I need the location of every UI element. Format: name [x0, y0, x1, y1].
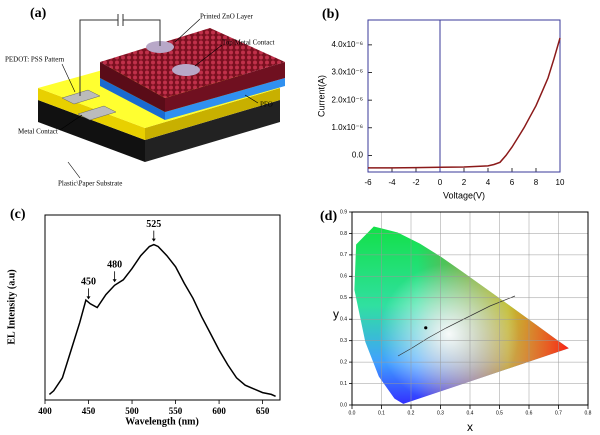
panel-label: (a): [30, 6, 47, 21]
diagram-label: Printed ZnO Layer: [200, 13, 254, 21]
panel-label: (b): [322, 7, 339, 22]
diagram-label: Metal Contact: [18, 128, 58, 136]
y-tick-label: 3.0x10⁻⁶: [331, 68, 363, 77]
y-axis-label: y: [333, 307, 339, 321]
x-tick-label: 550: [169, 406, 183, 416]
y-tick-label: 0.0: [352, 151, 364, 160]
chromaticity-diagram: [354, 226, 569, 404]
y-tick-label: 0.3: [340, 338, 347, 344]
x-tick-label: 2: [462, 178, 467, 187]
x-tick-label: -6: [364, 178, 372, 187]
x-tick-label: 600: [212, 406, 226, 416]
x-axis-label: x: [467, 420, 473, 434]
x-tick-label: 0.4: [467, 410, 474, 416]
data-line: [48, 243, 276, 397]
y-tick-label: 0.7: [340, 252, 347, 258]
annotation: 480: [107, 260, 122, 271]
x-tick-label: 0.7: [555, 410, 562, 416]
x-tick-label: 0.8: [585, 410, 592, 416]
x-tick-label: 0.1: [378, 410, 385, 416]
data-point: [424, 326, 428, 330]
x-tick-label: 4: [486, 178, 491, 187]
x-tick-label: 400: [38, 406, 52, 416]
y-axis-label: EL Intensity (a.u): [6, 269, 17, 344]
y-tick-label: 0.5: [340, 295, 347, 301]
diagram-label: PFO: [260, 101, 273, 109]
x-tick-label: 500: [125, 406, 139, 416]
y-tick-label: 0.9: [340, 209, 347, 215]
panel-label: (c): [10, 207, 26, 222]
y-tick-label: 0.4: [340, 317, 347, 323]
diagram-label: Plastic\Paper Substrate: [58, 180, 122, 188]
x-tick-label: 450: [82, 406, 96, 416]
diagram-label: PEDOT: PSS Pattern: [5, 56, 65, 64]
x-tick-label: 0.6: [526, 410, 533, 416]
annotation-arrowhead: [112, 279, 117, 283]
chart: (c) 400 450 500 550 600 650 Wavelength (nm) EL I…: [6, 207, 281, 427]
y-axis-label: Current(A): [316, 75, 326, 117]
diagram-label: Top Metal Contact: [222, 39, 274, 47]
chart: (b) -6 -4 -2 0 2 4 6 8 10 0.0 1.0x10⁻⁶ 2.0x10⁻⁶ 3.0x1…: [316, 7, 565, 200]
y-tick-label: 4.0x10⁻⁶: [331, 40, 363, 49]
x-tick-label: 650: [256, 406, 270, 416]
plot-frame: [351, 211, 589, 406]
x-axis-label: Wavelength (nm): [125, 416, 199, 427]
annotation: 525: [146, 219, 161, 230]
y-tick-label: 2.0x10⁻⁶: [331, 95, 363, 104]
annotation-arrowhead: [86, 296, 91, 300]
x-tick-label: 0.5: [496, 410, 503, 416]
annotation: 450: [81, 277, 96, 288]
annotation-arrowhead: [151, 238, 156, 242]
x-tick-label: 0.3: [437, 410, 444, 416]
x-tick-label: -2: [412, 178, 420, 187]
y-tick-label: 0.0: [340, 402, 347, 408]
x-tick-label: 10: [556, 178, 565, 187]
y-tick-label: 0.1: [340, 381, 347, 387]
device-diagram: (a) Printed ZnO Layer Top Metal Contact …: [5, 6, 285, 188]
x-tick-label: 8: [534, 178, 539, 187]
x-tick-label: 6: [510, 178, 515, 187]
plot-frame: [367, 19, 561, 173]
data-line: [368, 37, 561, 169]
x-tick-label: 0.0: [349, 410, 356, 416]
x-tick-label: 0.2: [408, 410, 415, 416]
x-tick-label: -4: [388, 178, 396, 187]
y-tick-label: 0.8: [340, 231, 347, 237]
plot-frame: [44, 214, 281, 401]
chart: (d) 0.0 0.1 0.2 0.3 0.4 0.5 0.6 0.7 0.8 0.0 0.1 0.2 0…: [320, 209, 592, 434]
y-tick-label: 0.6: [340, 274, 347, 280]
panel-label: (d): [320, 209, 337, 224]
x-tick-label: 0: [438, 178, 443, 187]
y-tick-label: 1.0x10⁻⁶: [331, 123, 363, 132]
y-tick-label: 0.2: [340, 359, 347, 365]
x-axis-label: Voltage(V): [443, 190, 485, 200]
